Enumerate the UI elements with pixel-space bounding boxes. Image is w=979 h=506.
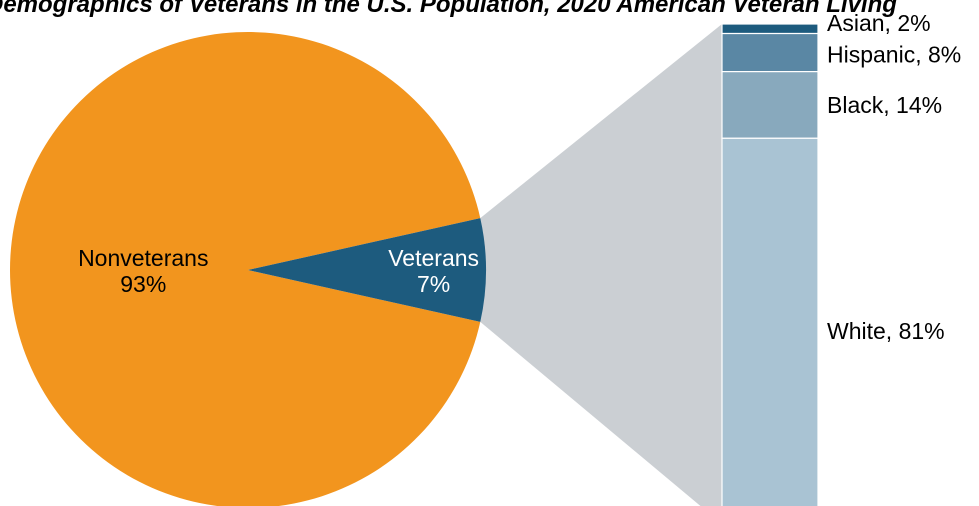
pie-value-nonveterans: 93% bbox=[120, 271, 166, 297]
pie-label-veterans: Veterans bbox=[388, 245, 479, 271]
bar-segment-hispanic bbox=[721, 32, 819, 73]
pie-value-veterans: 7% bbox=[417, 271, 450, 297]
bar-segment-asian bbox=[721, 23, 819, 35]
pie-slice-nonveterans bbox=[10, 32, 481, 506]
chart-title: Demographics of Veterans in the U.S. Pop… bbox=[0, 0, 897, 18]
bar-segment-white bbox=[721, 137, 819, 506]
bar-label-black: Black, 14% bbox=[827, 92, 942, 118]
pie-slice-veterans bbox=[248, 218, 486, 322]
bar-segment-black bbox=[721, 71, 819, 139]
bar-label-white: White, 81% bbox=[827, 318, 945, 344]
pie-to-bar-connector bbox=[480, 24, 722, 506]
bar-label-asian: Asian, 2% bbox=[827, 10, 931, 36]
bar-label-hispanic: Hispanic, 8% bbox=[827, 42, 961, 68]
pie-label-nonveterans: Nonveterans bbox=[78, 245, 208, 271]
connector-wedge bbox=[480, 24, 722, 506]
stacked-bar-chart bbox=[721, 23, 819, 506]
pie-chart bbox=[10, 32, 486, 506]
